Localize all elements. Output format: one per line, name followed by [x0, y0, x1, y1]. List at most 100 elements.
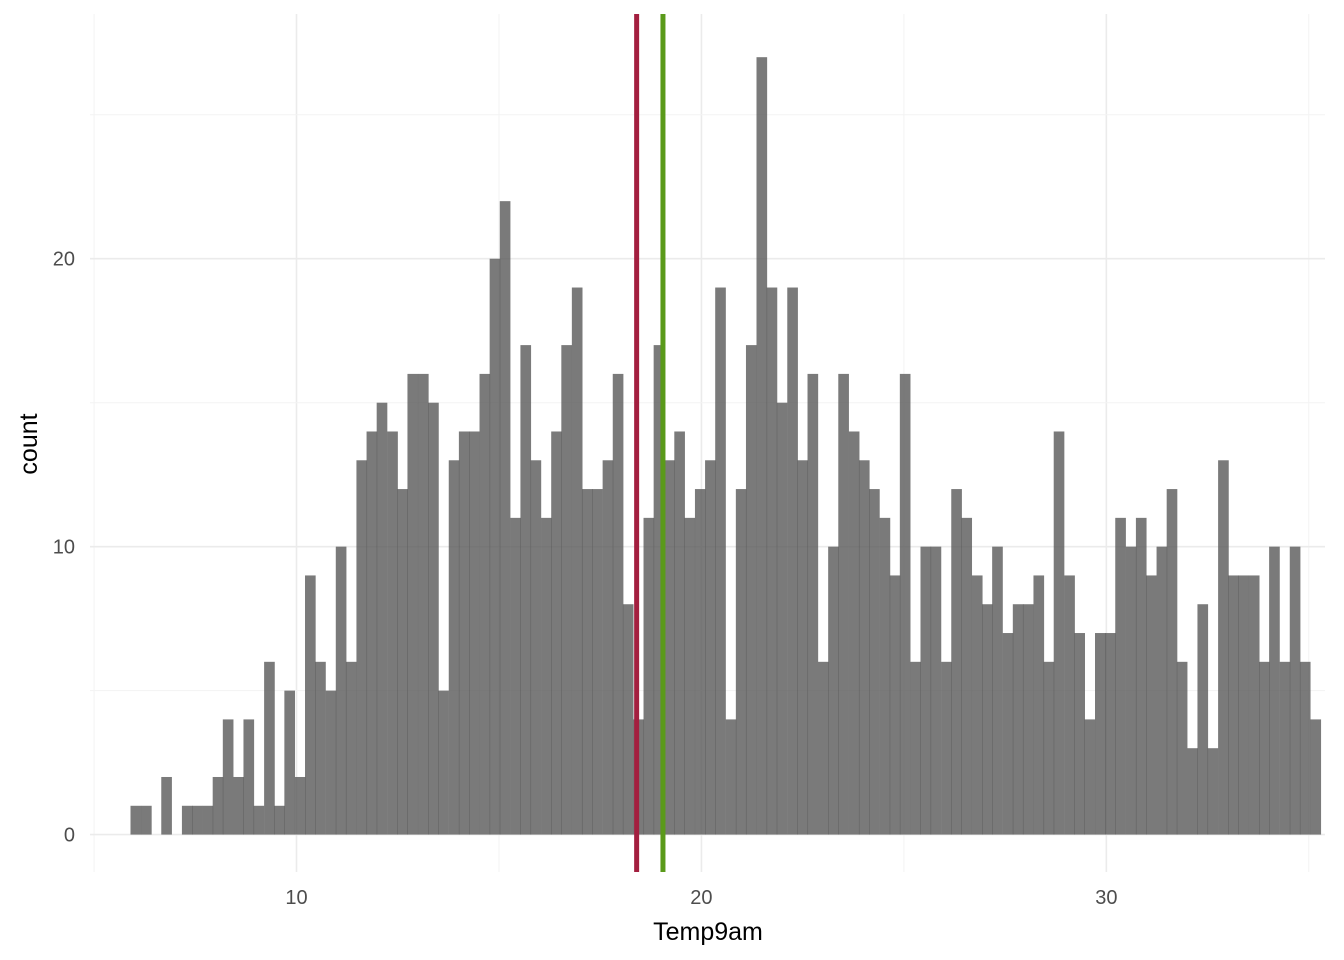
histogram-bar [345, 661, 357, 835]
histogram-bar [438, 690, 449, 835]
histogram-bar [530, 460, 542, 835]
x-tick-label: 10 [285, 887, 307, 909]
histogram-bar [797, 460, 809, 835]
histogram-bar [899, 373, 911, 835]
histogram-bar [1238, 575, 1249, 835]
histogram-bar [602, 460, 614, 835]
histogram-bar [356, 460, 368, 835]
histogram-bar [1064, 575, 1075, 835]
histogram-bar [1012, 604, 1024, 835]
histogram-bar [1299, 661, 1311, 835]
histogram-bar [1074, 633, 1086, 835]
histogram-bar [1289, 546, 1301, 835]
histogram-bar [561, 345, 572, 835]
histogram-bar [417, 373, 429, 835]
histogram-bar [1084, 719, 1096, 835]
histogram-bar [920, 546, 932, 835]
histogram-bar [335, 546, 347, 835]
histogram-bar [192, 805, 203, 835]
histogram-bar [448, 460, 460, 835]
histogram-bar [1248, 575, 1260, 835]
histogram-bar [592, 489, 603, 835]
histogram-bar [1022, 604, 1034, 835]
histogram-bar [869, 489, 880, 835]
histogram-bar [387, 431, 398, 835]
histogram-bar [1166, 489, 1178, 835]
histogram-bar [305, 575, 316, 835]
histogram-bar [551, 431, 562, 835]
histogram-bar [130, 805, 142, 835]
y-tick-label: 20 [53, 249, 75, 271]
histogram-bar [1115, 517, 1126, 835]
histogram-bar [961, 517, 973, 835]
histogram-bar [622, 604, 634, 835]
histogram-bar [848, 431, 860, 835]
histogram-bar [756, 57, 768, 835]
histogram-bar [1146, 575, 1157, 835]
histogram-bar [664, 460, 675, 835]
histogram-bar [376, 402, 388, 835]
histogram-bar [612, 373, 624, 835]
histogram-bar [489, 258, 501, 835]
histogram-bar [264, 661, 275, 835]
histogram-bar [161, 776, 172, 835]
x-axis-title: Temp9am [653, 918, 763, 946]
histogram-bar [705, 460, 716, 835]
histogram-bar [366, 431, 378, 835]
y-tick-label: 10 [53, 537, 75, 559]
x-tick-label: 30 [1095, 887, 1117, 909]
y-tick-label: 0 [64, 825, 75, 847]
histogram-bar [930, 546, 942, 835]
histogram-bar [1105, 633, 1116, 835]
histogram-bar [776, 402, 788, 835]
histogram-bar [325, 690, 337, 835]
histogram-bar [222, 719, 234, 835]
histogram-bar [715, 287, 726, 835]
histogram-bar [1197, 604, 1209, 835]
histogram-bar [1043, 661, 1055, 835]
histogram-bar [458, 431, 470, 835]
histogram-bar [653, 345, 665, 835]
histogram-bar [243, 719, 255, 835]
histogram-bar [1176, 661, 1188, 835]
histogram-bar [541, 517, 552, 835]
histogram-bar [479, 373, 491, 835]
histogram-bar [684, 517, 696, 835]
histogram-bar [818, 661, 829, 835]
histogram-bar [1279, 661, 1291, 835]
histogram-bars [130, 57, 1322, 835]
histogram-bar [992, 546, 1003, 835]
histogram-bar [284, 690, 296, 835]
histogram-bar [745, 345, 757, 835]
histogram-bar [499, 201, 511, 835]
histogram-bar [233, 776, 244, 835]
histogram-bar [1002, 633, 1014, 835]
histogram-bar [315, 661, 326, 835]
histogram-bar [971, 575, 983, 835]
histogram-bar [1218, 460, 1229, 835]
histogram-bar [1228, 575, 1239, 835]
y-axis-tick-labels: 0 10 20 [53, 249, 75, 847]
x-axis-tick-labels: 10 20 30 [285, 887, 1117, 909]
histogram-bar [397, 489, 408, 835]
histogram-bar [643, 517, 655, 835]
histogram-bar [838, 373, 849, 835]
histogram-bar [807, 373, 819, 835]
histogram-bar [571, 287, 583, 835]
histogram-bar [510, 517, 521, 835]
histogram-bar [858, 460, 870, 835]
histogram-bar [879, 517, 891, 835]
histogram-bar [212, 776, 224, 835]
histogram-bar [294, 776, 306, 835]
histogram-bar [181, 805, 193, 835]
histogram-bar [1207, 748, 1219, 835]
histogram-bar [141, 805, 152, 835]
histogram-bar [1095, 633, 1106, 835]
histogram-bar [1053, 431, 1065, 835]
reference-lines [634, 14, 666, 872]
histogram-bar [982, 604, 993, 835]
histogram-bar [725, 719, 737, 835]
histogram-bar [951, 489, 962, 835]
histogram-bar [787, 287, 798, 835]
